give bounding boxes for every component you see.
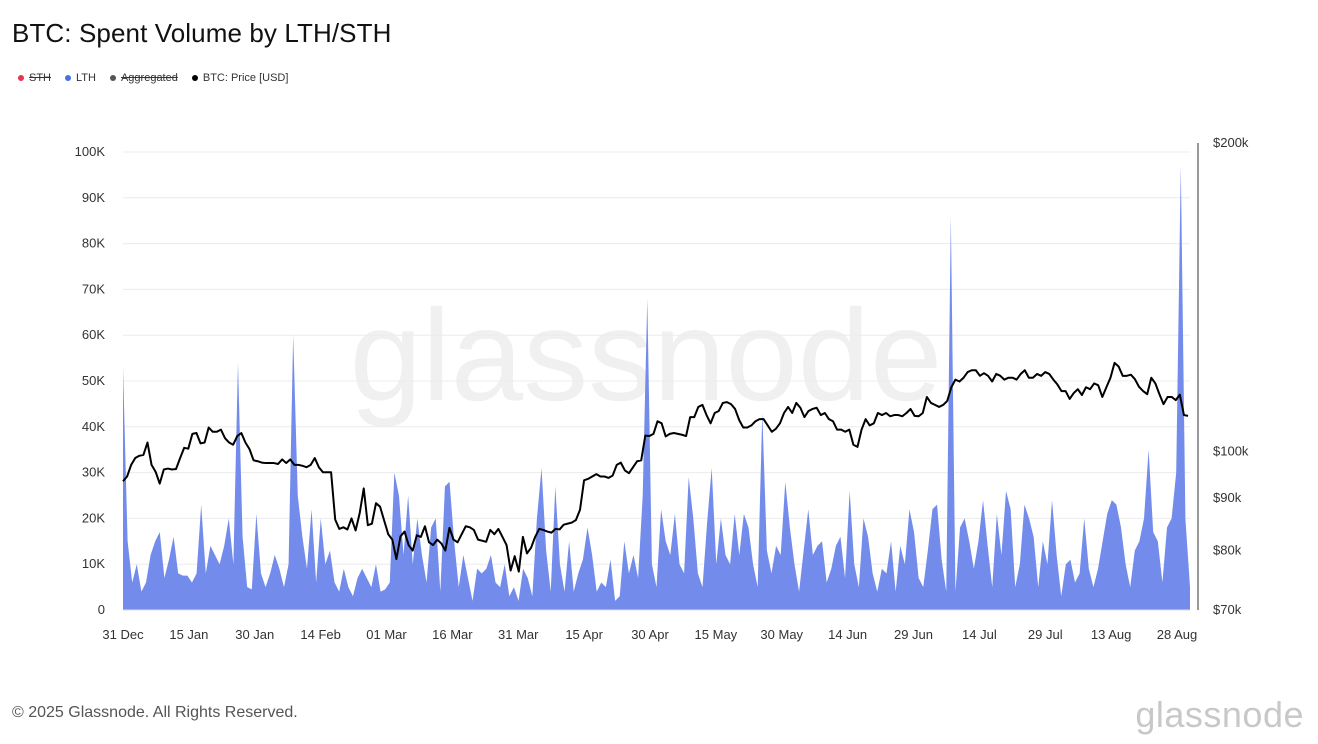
legend-label: LTH	[76, 72, 96, 84]
legend-dot-icon	[191, 75, 198, 81]
legend-dot-icon	[18, 75, 24, 81]
y-tick-label: 10K	[82, 556, 105, 571]
y-tick-label: 20K	[82, 510, 105, 525]
glassnode-logo: glassnode	[1135, 694, 1304, 735]
x-tick-label: 15 Apr	[565, 627, 603, 642]
x-tick-label: 30 Jan	[235, 627, 274, 642]
chart-title: BTC: Spent Volume by LTH/STH	[12, 18, 392, 48]
y-tick-label: 0	[98, 602, 105, 617]
x-tick-label: 13 Aug	[1091, 627, 1132, 642]
y-right-tick-label: $100k	[1213, 443, 1249, 458]
x-tick-label: 15 May	[695, 627, 738, 642]
y-right-tick-label: $70k	[1213, 602, 1242, 617]
y-tick-label: 40K	[82, 419, 105, 434]
copyright-text: © 2025 Glassnode. All Rights Reserved.	[12, 704, 298, 721]
y-tick-label: 50K	[82, 373, 105, 388]
chart-legend: STH LTH Aggregated BTC: Price [USD]	[18, 72, 288, 84]
legend-dot-icon	[65, 75, 71, 81]
x-tick-label: 16 Mar	[432, 627, 473, 642]
y-right-tick-label: $200k	[1213, 135, 1249, 150]
x-tick-label: 14 Jun	[828, 627, 867, 642]
x-tick-label: 28 Aug	[1157, 627, 1198, 642]
x-tick-label: 30 Apr	[631, 627, 669, 642]
btc-price-line	[122, 361, 1189, 573]
x-tick-label: 31 Dec	[102, 627, 144, 642]
y-tick-label: 80K	[82, 236, 105, 251]
legend-label: STH	[29, 72, 51, 84]
y-tick-label: 70K	[82, 281, 105, 296]
legend-item-lth[interactable]: LTH	[65, 72, 96, 84]
x-tick-label: 01 Mar	[366, 627, 407, 642]
x-tick-label: 30 May	[760, 627, 803, 642]
legend-item-sth[interactable]: STH	[18, 72, 51, 84]
legend-dot-icon	[109, 75, 116, 81]
x-tick-label: 15 Jan	[169, 627, 208, 642]
chart-plot[interactable]: glassnode010K20K30K40K50K60K70K80K90K100…	[0, 0, 1318, 680]
legend-label: BTC: Price [USD]	[202, 72, 289, 84]
legend-label: Aggregated	[120, 72, 178, 84]
y-tick-label: 100K	[75, 144, 106, 159]
y-tick-label: 30K	[82, 465, 105, 480]
y-tick-label: 60K	[82, 327, 105, 342]
legend-item-btc-price[interactable]: BTC: Price [USD]	[191, 72, 289, 84]
y-right-tick-label: $80k	[1213, 543, 1242, 558]
y-tick-label: 90K	[82, 190, 105, 205]
x-tick-label: 29 Jul	[1028, 627, 1063, 642]
legend-item-aggregated[interactable]: Aggregated	[109, 72, 178, 84]
x-tick-label: 31 Mar	[498, 627, 539, 642]
x-tick-label: 29 Jun	[894, 627, 933, 642]
lth-area-series	[123, 165, 1190, 611]
y-right-tick-label: $90k	[1213, 490, 1242, 505]
x-tick-label: 14 Feb	[300, 627, 340, 642]
x-tick-label: 14 Jul	[962, 627, 997, 642]
